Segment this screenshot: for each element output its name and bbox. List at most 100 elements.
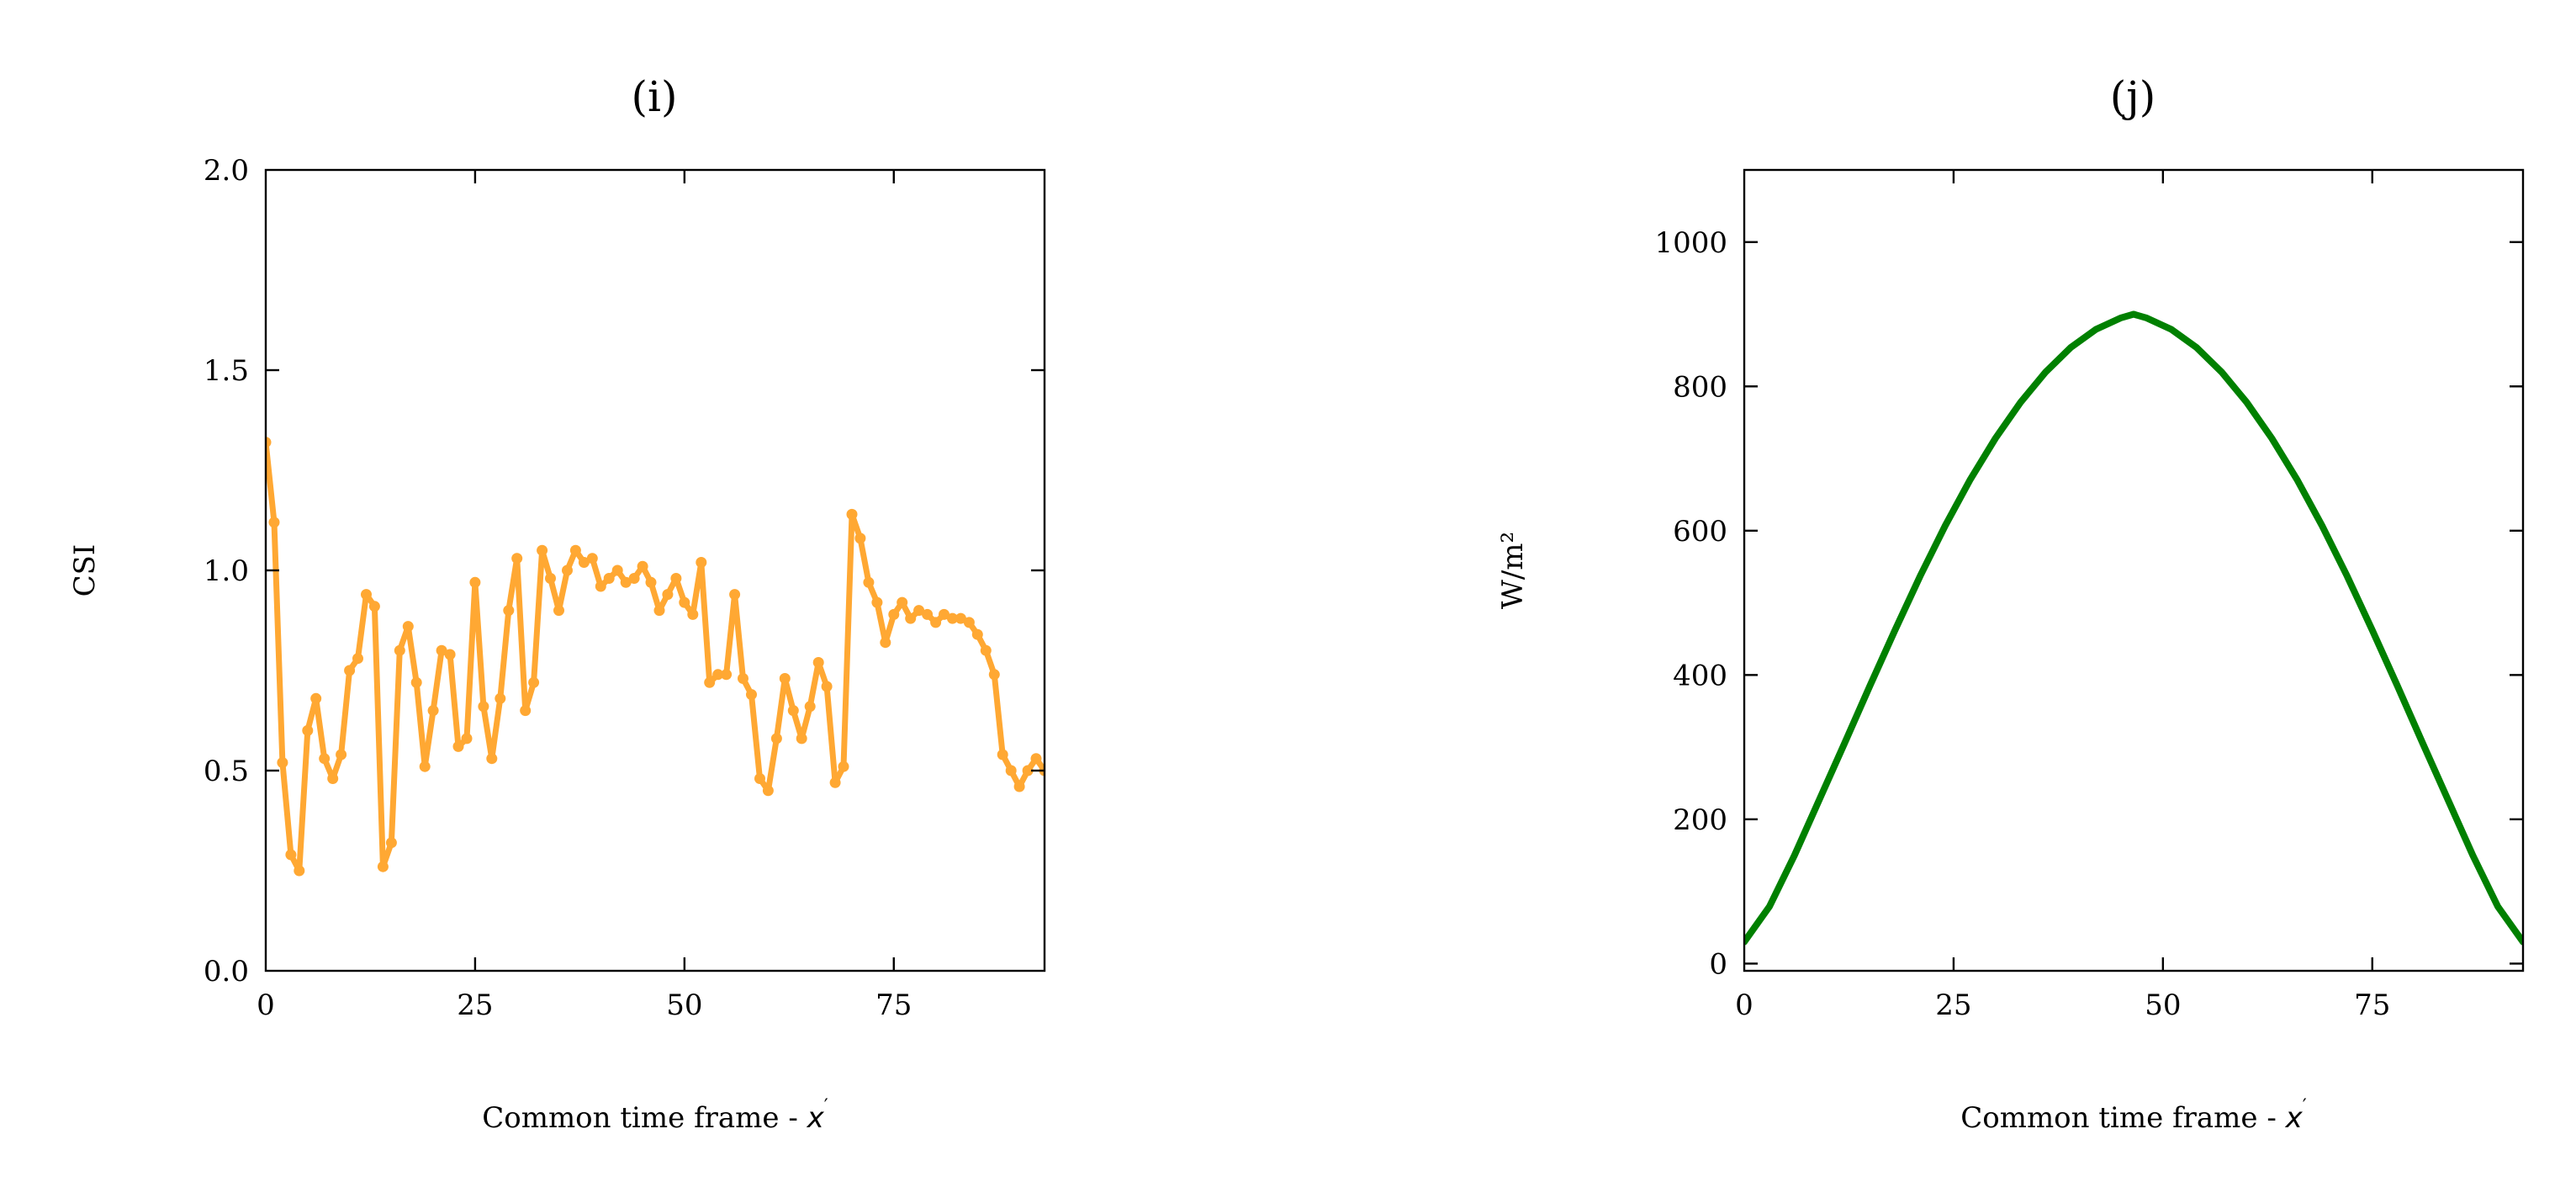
data-point-i: [352, 653, 363, 665]
data-point-i: [285, 849, 297, 861]
data-point-i: [368, 601, 380, 612]
data-point-i: [829, 776, 841, 788]
data-point-i: [336, 749, 347, 760]
x-axis-label-var-i: x: [807, 1101, 825, 1135]
x-tick-label-i: 50: [666, 988, 702, 1022]
series-group-j: [1744, 310, 2523, 946]
x-tick-label-j: 50: [2145, 988, 2181, 1022]
data-point-i: [888, 608, 900, 620]
data-point-i: [770, 733, 782, 745]
data-point-i: [754, 773, 765, 784]
data-point-i: [971, 628, 983, 640]
data-point-i: [637, 560, 648, 572]
data-point-i: [361, 589, 372, 601]
y-tick-label-j: 800: [1673, 370, 1727, 404]
data-point-i: [980, 644, 992, 656]
data-point-i: [1013, 781, 1025, 792]
data-point-i: [495, 692, 506, 704]
data-point-i: [427, 705, 439, 717]
data-point-i: [787, 705, 799, 717]
data-point-i: [266, 437, 272, 448]
data-point-i: [880, 637, 891, 649]
data-point-i: [537, 544, 548, 556]
data-point-i: [586, 553, 598, 564]
plot-frame-j: [1743, 168, 2525, 972]
data-point-i: [905, 612, 917, 624]
data-point-i: [294, 865, 305, 877]
data-point-i: [988, 669, 1000, 681]
data-point-i: [595, 580, 606, 592]
data-point-i: [402, 621, 414, 633]
data-point-i: [796, 733, 807, 745]
y-axis-label-j: W/m²: [1496, 532, 1530, 609]
y-tick-label-i: 0.0: [204, 955, 249, 988]
y-tick-label-i: 1.0: [204, 554, 249, 588]
data-point-i: [268, 517, 280, 528]
data-point-i: [327, 773, 339, 784]
data-point-i: [721, 669, 733, 681]
data-point-i: [302, 724, 314, 736]
data-point-i: [897, 596, 908, 608]
data-point-i: [762, 785, 774, 797]
data-point-i: [687, 608, 699, 620]
x-tick-label-i: 25: [457, 988, 493, 1022]
data-point-i: [1022, 765, 1034, 776]
data-point-i: [955, 612, 966, 624]
data-point-i: [939, 608, 949, 620]
data-point-i: [344, 665, 356, 676]
data-point-i: [963, 617, 975, 628]
data-point-i: [410, 676, 422, 688]
panel-i: (i) 0 25 50 75 0.0 0.5 1.0 1.5 2.0 CSI Common ti…: [68, 72, 1046, 1135]
data-point-i: [696, 557, 707, 568]
data-point-i: [277, 757, 288, 768]
data-point-i: [503, 605, 515, 617]
x-tick-label-i: 75: [875, 988, 912, 1022]
x-tick-label-i: 0: [257, 988, 275, 1022]
series-line-j: [1744, 310, 2523, 946]
x-axis-label-text-j: Common time frame -: [1960, 1101, 2285, 1135]
data-point-i: [319, 753, 331, 765]
data-point-i: [662, 589, 674, 601]
data-point-i: [469, 576, 481, 588]
data-point-i: [628, 573, 640, 584]
x-axis-label-j: Common time frame - x′: [1960, 1096, 2307, 1135]
series-line-i: [266, 439, 1045, 874]
data-point-i: [653, 605, 665, 617]
data-point-i: [930, 617, 942, 628]
data-point-i: [712, 669, 724, 681]
data-point-i: [1030, 753, 1042, 765]
data-point-i: [1005, 765, 1017, 776]
data-point-i: [670, 573, 682, 584]
y-axis-label-i: CSI: [68, 544, 102, 597]
data-point-i: [310, 692, 322, 704]
chart-title-i: (i): [631, 72, 677, 121]
data-point-i: [854, 533, 866, 544]
data-point-i: [947, 612, 958, 624]
y-tick-label-j: 200: [1673, 803, 1727, 837]
x-tick-label-j: 25: [1935, 988, 1971, 1022]
data-point-i: [729, 589, 741, 601]
data-point-i: [545, 573, 556, 584]
data-point-i: [511, 553, 523, 564]
data-point-i: [385, 837, 397, 849]
y-tick-label-j: 1000: [1654, 226, 1727, 260]
data-point-i: [922, 608, 934, 620]
data-point-i: [528, 676, 540, 688]
data-point-i: [838, 760, 849, 772]
ticks-group-i: 0 25 50 75 0.0 0.5 1.0 1.5 2.0: [204, 154, 1045, 1022]
data-point-i: [812, 657, 824, 668]
x-axis-label-prime-i: ′: [824, 1096, 828, 1117]
data-point-i: [394, 644, 405, 656]
data-point-i: [578, 557, 590, 568]
data-point-i: [821, 681, 833, 692]
data-point-i: [779, 673, 791, 684]
ticks-group-j: 0 25 50 75 0 200 400 600 800 1000: [1654, 170, 2523, 1022]
series-group-i: [266, 437, 1045, 877]
data-point-i: [419, 760, 431, 772]
data-point-i: [620, 576, 632, 588]
x-axis-label-text-i: Common time frame -: [482, 1101, 807, 1135]
data-point-i: [569, 544, 581, 556]
chart-title-j: (j): [2110, 72, 2156, 121]
data-point-i: [871, 596, 883, 608]
